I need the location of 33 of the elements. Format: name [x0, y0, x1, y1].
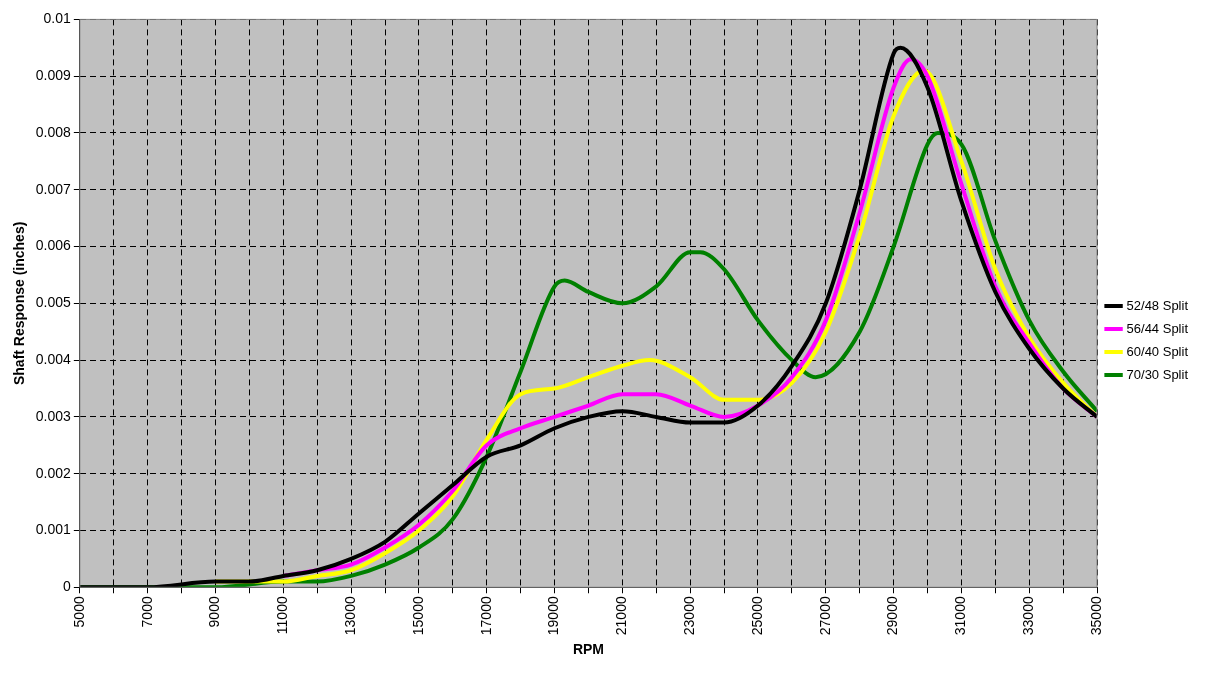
x-tick-label: 25000: [748, 596, 765, 636]
y-tick-label: 0.003: [35, 407, 72, 424]
x-tick-label: 35000: [1087, 596, 1104, 636]
y-tick-label: 0.004: [35, 350, 72, 367]
y-tick-label: 0.001: [35, 521, 72, 538]
x-tick-label: 33000: [1020, 596, 1037, 636]
y-axis-title: Shaft Response (inches): [11, 221, 28, 386]
y-tick-label: 0.002: [35, 464, 72, 481]
x-tick-label: 19000: [545, 596, 562, 636]
legend-label: 52/48 Split: [1126, 297, 1189, 313]
legend-label: 60/40 Split: [1126, 343, 1189, 359]
legend-label: 70/30 Split: [1126, 366, 1189, 382]
x-tick-label: 15000: [409, 596, 426, 636]
x-tick-label: 7000: [138, 596, 155, 628]
y-tick-label: 0.008: [35, 123, 72, 140]
x-tick-label: 17000: [477, 596, 494, 636]
y-tick-label: 0.007: [35, 180, 72, 197]
x-tick-label: 11000: [274, 596, 291, 635]
x-axis-title: RPM: [572, 641, 605, 658]
x-tick-label: 21000: [613, 596, 630, 636]
y-tick-label: 0: [63, 578, 72, 595]
x-tick-label: 29000: [884, 596, 901, 636]
y-tick-label: 0.01: [43, 10, 72, 27]
y-tick-label: 0.006: [35, 237, 72, 254]
x-tick-label: 13000: [341, 596, 358, 636]
x-tick-label: 27000: [816, 596, 833, 636]
x-tick-label: 5000: [70, 596, 87, 628]
x-tick-label: 23000: [681, 596, 698, 636]
y-tick-label: 0.005: [35, 294, 72, 311]
x-tick-label: 9000: [206, 596, 223, 628]
legend-label: 56/44 Split: [1126, 320, 1189, 336]
x-tick-label: 31000: [952, 596, 969, 636]
y-tick-label: 0.009: [35, 67, 72, 84]
